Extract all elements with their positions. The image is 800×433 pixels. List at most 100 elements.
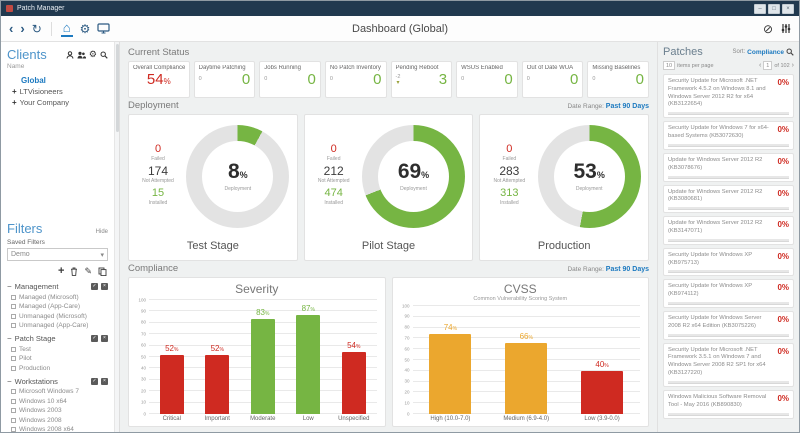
checkbox[interactable] [11, 398, 16, 404]
patch-item[interactable]: Security Update for Windows XP (KB974112… [663, 279, 794, 308]
percent-sign: % [173, 346, 179, 353]
status-card[interactable]: Overall Compliance 54% [128, 61, 190, 98]
saved-filters-select[interactable]: Demo ▾ [7, 248, 108, 261]
clients-name-column-label: Name [7, 63, 25, 70]
filter-item[interactable]: Production [11, 365, 108, 372]
user-icon[interactable] [66, 50, 74, 59]
checkbox[interactable] [11, 356, 16, 361]
edit-filter-button[interactable]: ✎ [84, 266, 92, 276]
patch-name: Windows Malicious Software Removal Tool … [668, 393, 767, 408]
filter-group-header[interactable]: − Workstations ✓ × [7, 377, 108, 386]
client-tree-item[interactable]: + Your Company [12, 98, 108, 107]
delete-filter-button[interactable] [70, 267, 78, 276]
client-tree-item[interactable]: Global [12, 76, 108, 85]
bars-layer: 52% 52% 83% 87% 54% [149, 300, 377, 414]
next-page-icon[interactable]: › [791, 62, 794, 69]
copy-filter-button[interactable] [98, 267, 107, 276]
status-card[interactable]: Out of Date WUA 0 0 [521, 61, 584, 98]
patch-item[interactable]: Security Update for Windows XP (KB975713… [663, 247, 794, 277]
filter-item[interactable]: Test [11, 346, 108, 353]
filter-item[interactable]: Windows 2008 [11, 417, 108, 424]
filter-item[interactable]: Windows 2003 [11, 407, 108, 414]
add-filter-button[interactable]: + [58, 265, 65, 277]
group-icon[interactable] [77, 51, 86, 59]
expand-icon[interactable]: + [12, 87, 17, 96]
check-all-icon[interactable]: ✓ [91, 335, 98, 342]
y-tick-label: 60 [140, 342, 146, 348]
filter-item[interactable]: Pilot [11, 355, 108, 362]
checkbox[interactable] [11, 294, 16, 300]
back-icon[interactable]: ‹ [9, 21, 14, 36]
items-per-page-input[interactable]: 10 [663, 61, 676, 70]
sidebar-scrollbar[interactable] [114, 42, 120, 432]
status-card[interactable]: Pending Reboot -2 ▾ 3 [390, 61, 453, 98]
home-icon[interactable]: ⌂ [60, 19, 73, 37]
patch-compliance-value: 0% [777, 188, 789, 198]
collapse-icon[interactable]: − [7, 334, 12, 343]
filter-item[interactable]: Microsoft Windows 7 [11, 388, 108, 395]
minimize-button[interactable]: – [754, 3, 766, 14]
checkbox[interactable] [11, 304, 16, 309]
patch-item[interactable]: Security Update for Windows Server 2008 … [663, 311, 794, 340]
search-icon[interactable] [100, 51, 108, 59]
gear-icon[interactable]: ⚙ [79, 21, 91, 36]
gridline [412, 337, 640, 339]
scrollbar-thumb[interactable] [115, 44, 119, 132]
checkbox[interactable] [11, 323, 16, 328]
bar [429, 334, 472, 414]
patch-item[interactable]: Update for Windows Server 2012 R2 (KB314… [663, 216, 794, 245]
date-range-value[interactable]: Past 90 Days [605, 266, 649, 273]
hide-filters-link[interactable]: Hide [95, 229, 108, 235]
refresh-icon[interactable]: ↻ [31, 21, 42, 36]
sort-value[interactable]: Compliance [747, 48, 784, 56]
patch-item[interactable]: Security Update for Microsoft .NET Frame… [663, 342, 794, 387]
checkbox[interactable] [11, 313, 16, 319]
timer-icon[interactable]: ⊘ [762, 21, 773, 36]
checkbox[interactable] [11, 389, 16, 394]
collapse-icon[interactable]: − [7, 282, 12, 291]
patch-item[interactable]: Windows Malicious Software Removal Tool … [663, 389, 794, 419]
status-card[interactable]: WSUS Enabled 0 0 [456, 61, 518, 98]
y-tick-label: 100 [138, 296, 146, 302]
filter-item[interactable]: Windows 10 x64 [11, 398, 108, 405]
checkbox[interactable] [11, 427, 16, 432]
checkbox[interactable] [11, 408, 16, 413]
status-card[interactable]: No Patch Inventory 0 0 [324, 61, 387, 98]
client-tree-item[interactable]: + LTVisioneers [12, 87, 108, 96]
filter-item[interactable]: Unmanaged (Microsoft) [11, 313, 108, 320]
filter-item[interactable]: Managed (App-Care) [11, 303, 108, 310]
collapse-icon[interactable]: − [7, 376, 12, 386]
status-card[interactable]: Jobs Running 0 0 [259, 61, 321, 98]
filter-item[interactable]: Windows 2008 x64 [11, 426, 108, 432]
check-all-icon[interactable]: ✓ [91, 377, 98, 385]
page-number-input[interactable]: 1 [763, 61, 773, 70]
filter-group-header[interactable]: − Patch Stage ✓ × [7, 334, 108, 343]
checkbox[interactable] [11, 365, 16, 371]
search-icon[interactable] [786, 48, 794, 56]
patch-item[interactable]: Security Update for Windows 7 for x64-ba… [663, 121, 794, 150]
filter-group-header[interactable]: − Management ✓ × [7, 282, 108, 291]
expand-icon[interactable]: + [12, 98, 17, 107]
previous-page-icon[interactable]: ‹ [758, 62, 762, 69]
patch-item[interactable]: Update for Windows Server 2012 R2 (KB308… [663, 184, 794, 214]
console-icon[interactable] [97, 23, 110, 34]
checkbox[interactable] [11, 417, 16, 423]
date-range-value[interactable]: Past 90 Days [605, 103, 649, 110]
filter-sliders-icon[interactable] [781, 23, 791, 34]
clients-gear-icon[interactable]: ⚙ [88, 49, 97, 59]
status-card[interactable]: Missing Baselines 0 0 [587, 61, 649, 98]
clear-all-icon[interactable]: × [101, 283, 108, 290]
maximize-button[interactable]: □ [768, 3, 780, 14]
forward-icon[interactable]: › [20, 21, 25, 36]
status-card[interactable]: Daytime Patching 0 0 [193, 61, 256, 98]
close-button[interactable]: × [782, 3, 794, 14]
patch-item[interactable]: Update for Windows Server 2012 R2 (KB307… [663, 152, 794, 182]
clear-all-icon[interactable]: × [101, 377, 108, 385]
checkbox[interactable] [11, 346, 16, 352]
patch-item[interactable]: Security Update for Microsoft .NET Frame… [663, 74, 794, 119]
check-all-icon[interactable]: ✓ [91, 283, 98, 290]
clear-all-icon[interactable]: × [101, 335, 108, 342]
filter-item[interactable]: Unmanaged (App-Care) [11, 322, 108, 329]
filter-item[interactable]: Managed (Microsoft) [11, 294, 108, 301]
